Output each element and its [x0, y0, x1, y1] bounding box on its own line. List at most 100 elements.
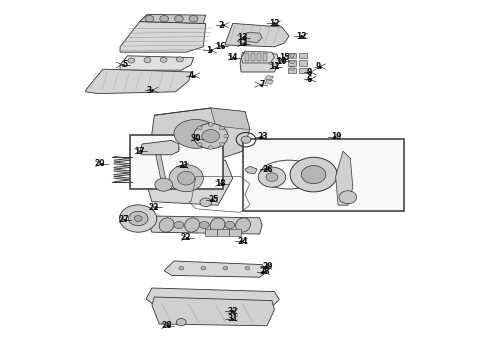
- Circle shape: [202, 130, 220, 143]
- Circle shape: [266, 173, 278, 181]
- Circle shape: [174, 15, 183, 22]
- Text: 2: 2: [218, 21, 223, 30]
- Text: 16: 16: [215, 42, 225, 51]
- Text: 29: 29: [262, 262, 272, 271]
- Text: 14: 14: [227, 53, 238, 62]
- Polygon shape: [120, 22, 206, 52]
- Polygon shape: [336, 151, 353, 205]
- Circle shape: [134, 216, 142, 221]
- Circle shape: [197, 143, 202, 146]
- Text: 22: 22: [181, 233, 191, 242]
- Circle shape: [174, 221, 184, 229]
- Circle shape: [194, 123, 228, 149]
- Circle shape: [160, 15, 169, 22]
- Polygon shape: [245, 166, 257, 174]
- Text: 31: 31: [228, 314, 238, 323]
- Text: 13: 13: [237, 33, 247, 42]
- Text: 10: 10: [276, 57, 287, 66]
- Polygon shape: [265, 80, 273, 84]
- Text: 28: 28: [161, 321, 171, 330]
- Text: 30: 30: [191, 134, 201, 143]
- Text: 15: 15: [279, 53, 290, 62]
- Bar: [130, 135, 223, 189]
- Circle shape: [189, 15, 198, 22]
- Bar: [257, 53, 261, 61]
- Polygon shape: [86, 69, 191, 94]
- Circle shape: [193, 134, 197, 138]
- Circle shape: [339, 191, 357, 204]
- Text: 11: 11: [269, 62, 279, 71]
- Text: 20: 20: [95, 159, 105, 168]
- Polygon shape: [152, 297, 274, 326]
- Circle shape: [201, 266, 206, 270]
- Text: 9: 9: [316, 62, 321, 71]
- Polygon shape: [164, 261, 267, 277]
- Text: 6: 6: [306, 75, 312, 84]
- Circle shape: [128, 58, 135, 63]
- Circle shape: [120, 205, 157, 232]
- Circle shape: [220, 126, 224, 130]
- Text: 12: 12: [296, 32, 307, 41]
- Text: 3: 3: [147, 86, 152, 95]
- Circle shape: [197, 126, 202, 130]
- Circle shape: [208, 123, 213, 126]
- Text: 13: 13: [237, 40, 247, 49]
- Text: 12: 12: [270, 19, 280, 28]
- Text: 32: 32: [228, 307, 238, 316]
- Polygon shape: [240, 52, 279, 72]
- Circle shape: [145, 15, 154, 22]
- Text: 23: 23: [257, 132, 268, 141]
- Circle shape: [199, 221, 209, 229]
- Polygon shape: [140, 140, 179, 155]
- Text: 24: 24: [238, 237, 248, 246]
- Circle shape: [223, 266, 228, 270]
- Ellipse shape: [185, 218, 199, 232]
- Text: 8: 8: [306, 68, 312, 77]
- Bar: [288, 60, 296, 66]
- Ellipse shape: [174, 120, 218, 148]
- Ellipse shape: [236, 218, 250, 232]
- Text: 18: 18: [215, 179, 225, 188]
- Text: 5: 5: [122, 60, 127, 69]
- Text: 27: 27: [118, 215, 129, 224]
- Text: 4: 4: [189, 71, 194, 80]
- Circle shape: [208, 146, 213, 149]
- Ellipse shape: [169, 165, 203, 192]
- Circle shape: [128, 211, 148, 226]
- Circle shape: [301, 166, 326, 184]
- Circle shape: [245, 266, 250, 270]
- Polygon shape: [120, 56, 194, 70]
- Circle shape: [179, 266, 184, 270]
- Polygon shape: [149, 108, 250, 160]
- Circle shape: [290, 67, 294, 70]
- Circle shape: [225, 221, 235, 229]
- Circle shape: [241, 136, 251, 143]
- Polygon shape: [217, 229, 229, 236]
- Circle shape: [290, 157, 337, 192]
- Text: 21: 21: [179, 161, 189, 170]
- Polygon shape: [229, 229, 241, 236]
- Text: 25: 25: [208, 195, 219, 204]
- Text: 19: 19: [331, 132, 341, 141]
- Bar: [288, 68, 296, 73]
- Circle shape: [155, 178, 172, 191]
- Bar: [299, 68, 307, 73]
- Ellipse shape: [177, 171, 195, 185]
- Text: 28: 28: [260, 267, 270, 276]
- Bar: [243, 139, 404, 211]
- Bar: [288, 53, 296, 58]
- Text: 17: 17: [134, 147, 145, 156]
- Bar: [245, 53, 249, 61]
- Text: 22: 22: [149, 202, 159, 212]
- Circle shape: [224, 134, 229, 138]
- Text: 1: 1: [206, 46, 211, 55]
- Polygon shape: [205, 229, 217, 236]
- Circle shape: [258, 167, 286, 187]
- Polygon shape: [145, 157, 233, 205]
- Polygon shape: [149, 216, 262, 234]
- Circle shape: [290, 60, 294, 64]
- Polygon shape: [140, 14, 206, 23]
- Text: 7: 7: [259, 80, 265, 89]
- Text: 26: 26: [262, 165, 272, 174]
- Circle shape: [176, 319, 186, 326]
